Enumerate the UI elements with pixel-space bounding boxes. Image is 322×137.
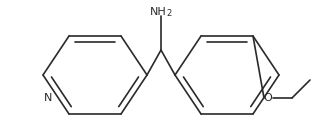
Text: O: O (264, 93, 272, 103)
Text: N: N (44, 93, 52, 103)
Text: 2: 2 (166, 9, 172, 18)
Text: NH: NH (150, 7, 166, 17)
